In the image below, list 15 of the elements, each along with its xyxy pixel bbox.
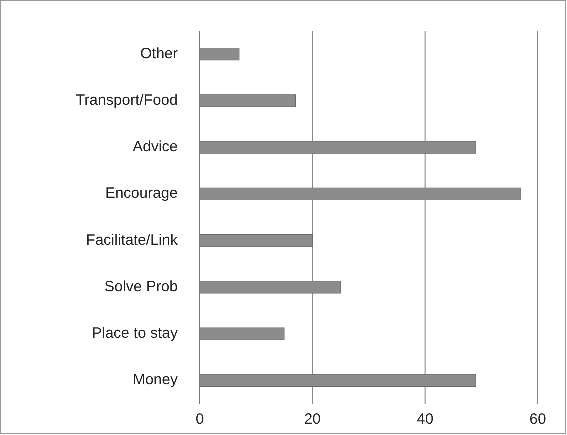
y-tick-label: Transport/Food	[76, 92, 178, 109]
y-tick-label: Money	[132, 372, 178, 389]
x-tick-label: 60	[530, 411, 546, 428]
bar	[200, 328, 285, 340]
y-tick-label: Solve Prob	[104, 278, 178, 296]
x-tick-label: 0	[196, 411, 204, 428]
y-tick-label: Encourage	[105, 185, 178, 202]
y-tick-label: Place to stay	[92, 325, 178, 342]
x-tick-label: 20	[304, 411, 322, 428]
y-tick-label: Advice	[132, 138, 178, 156]
bar	[200, 94, 296, 108]
x-tick-label: 40	[416, 411, 434, 428]
y-tick-label: Facilitate/Link	[86, 232, 178, 249]
y-tick-label: Other	[140, 45, 178, 62]
bar	[200, 48, 240, 61]
